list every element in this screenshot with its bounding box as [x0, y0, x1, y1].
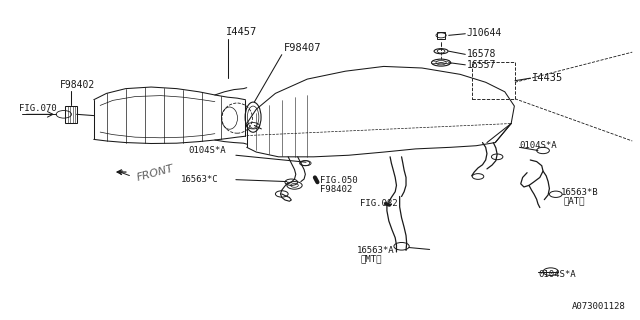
- Text: F98407: F98407: [284, 43, 321, 53]
- Text: FIG.070: FIG.070: [19, 104, 57, 113]
- Text: FIG.050: FIG.050: [320, 176, 358, 185]
- Text: A073001128: A073001128: [572, 302, 626, 311]
- Text: 16563*B: 16563*B: [561, 188, 598, 197]
- Text: 16563*A: 16563*A: [357, 246, 395, 255]
- Text: I4435: I4435: [532, 73, 563, 83]
- Text: 16563*C: 16563*C: [181, 175, 219, 184]
- Text: F98402: F98402: [60, 80, 95, 90]
- Text: 〈AT〉: 〈AT〉: [563, 196, 585, 205]
- Text: 0104S*A: 0104S*A: [520, 141, 557, 150]
- Bar: [472, 62, 515, 99]
- Text: 16557: 16557: [467, 60, 496, 70]
- Text: F98402: F98402: [320, 185, 352, 194]
- Text: I4457: I4457: [226, 27, 257, 37]
- Bar: [65, 106, 77, 123]
- Text: FRONT: FRONT: [135, 164, 175, 183]
- Text: 0104S*A: 0104S*A: [188, 146, 226, 155]
- Text: J10644: J10644: [467, 28, 502, 38]
- Bar: [437, 32, 445, 39]
- Text: 0104S*A: 0104S*A: [538, 270, 575, 279]
- Text: 16578: 16578: [467, 49, 496, 59]
- Text: 〈MT〉: 〈MT〉: [360, 254, 381, 263]
- Text: FIG.082: FIG.082: [360, 199, 398, 208]
